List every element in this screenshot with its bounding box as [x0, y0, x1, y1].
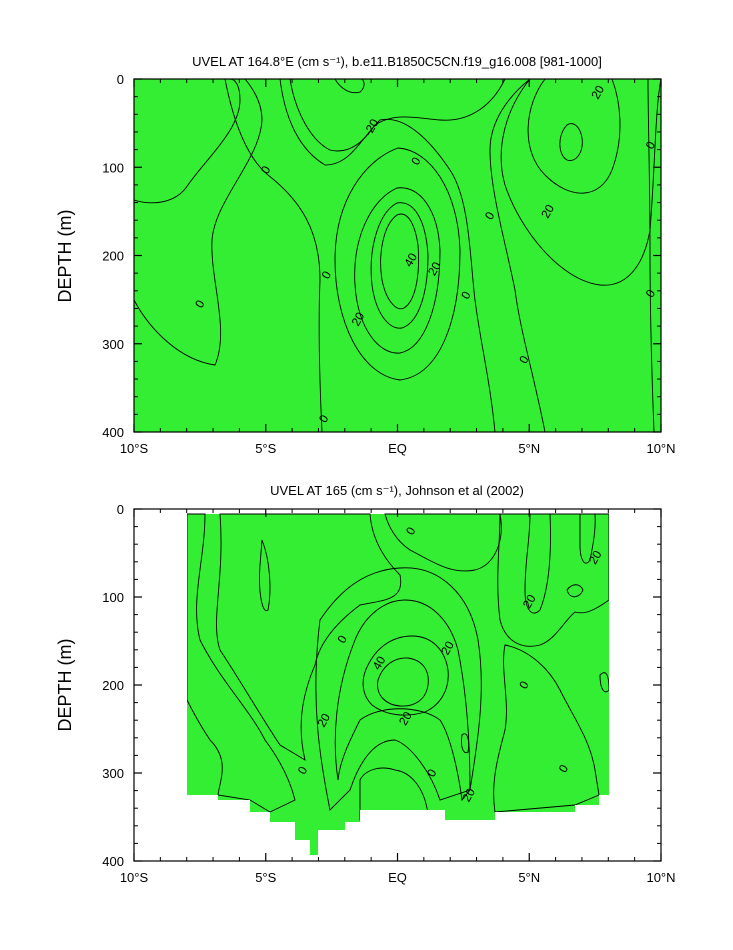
top-title: UVEL AT 164.8°E (cm s⁻¹), b.e11.B1850C5C… [192, 54, 602, 69]
bottom-contour-label: 20 [459, 785, 478, 804]
bottom-contour-label: 20 [438, 638, 457, 657]
bottom-right-yellow-edge [579, 513, 596, 564]
top-ytick-label: 400 [102, 425, 124, 440]
top-y-label: DEPTH (m) [55, 210, 75, 303]
bottom-ticks: 10°S 5°S EQ 5°N 10°N 0 100 200 300 400 [102, 502, 675, 885]
bottom-negative-left [186, 513, 296, 813]
bottom-title: UVEL AT 165 (cm s⁻¹), Johnson et al (200… [270, 483, 524, 498]
top-core-20 [354, 187, 441, 354]
bottom-negative-center [216, 513, 402, 761]
top-contour-label: 20 [538, 202, 557, 221]
bottom-data-base [187, 514, 609, 855]
bottom-contour-label: 20 [520, 592, 539, 611]
top-ytick-label: 300 [102, 337, 124, 352]
top-right-high [500, 79, 661, 286]
bottom-xtick-label: 5°S [255, 870, 276, 885]
bottom-contour-label: 20 [396, 709, 415, 728]
bottom-right-yellow-fleck [566, 584, 584, 598]
top-right-orange [559, 123, 583, 161]
top-core-10 [334, 147, 461, 381]
bottom-forty [377, 657, 429, 707]
bottom-patch-mid [461, 733, 470, 754]
bottom-contour-label: 20 [586, 548, 605, 567]
bottom-ytick-label: 100 [102, 590, 124, 605]
top-core-40 [380, 213, 419, 310]
top-contour-label: 20 [425, 259, 444, 278]
bottom-xtick-label: 10°N [646, 870, 675, 885]
top-ytick-label: 100 [102, 160, 124, 175]
top-contour-label: 40 [401, 250, 420, 269]
top-ticks: 10°S 5°S EQ 5°N 10°N 0 100 200 300 400 [102, 72, 675, 456]
top-contour-label: 20 [349, 309, 368, 328]
bottom-contour-label: 40 [370, 653, 389, 672]
bottom-negative-deep [359, 767, 431, 821]
top-left-high [134, 79, 241, 204]
top-ytick-label: 200 [102, 249, 124, 264]
top-negative-region [134, 79, 323, 432]
top-xtick-label: 5°N [518, 441, 540, 456]
top-right-fringe [647, 79, 661, 432]
bottom-xtick-label: EQ [388, 870, 407, 885]
bottom-contour-label: 20 [314, 711, 333, 730]
top-negative-region-center [279, 79, 546, 432]
top-xtick-label: 5°S [255, 441, 276, 456]
bottom-ytick-label: 300 [102, 766, 124, 781]
top-core-30 [370, 202, 429, 329]
bottom-xtick-label: 10°S [120, 870, 149, 885]
bottom-patch-left [259, 539, 271, 611]
bottom-ytick-label: 0 [117, 502, 124, 517]
top-minus40-blob [334, 79, 365, 94]
top-xtick-label: 10°S [120, 441, 149, 456]
top-minus20-region [289, 79, 506, 152]
top-ytick-label: 0 [117, 72, 124, 87]
bottom-right-yellow [524, 513, 551, 614]
bottom-ytick-label: 400 [102, 854, 124, 869]
bottom-ytick-label: 200 [102, 678, 124, 693]
bottom-twenty [334, 599, 471, 802]
bottom-thirty [362, 635, 449, 716]
top-xtick-label: 10°N [646, 441, 675, 456]
bottom-xtick-label: 5°N [518, 870, 540, 885]
top-contour-label: 20 [588, 83, 607, 102]
bottom-y-label: DEPTH (m) [55, 639, 75, 732]
top-right-yellow [527, 79, 621, 194]
top-xtick-label: EQ [388, 441, 407, 456]
bottom-right-ten [497, 513, 610, 647]
